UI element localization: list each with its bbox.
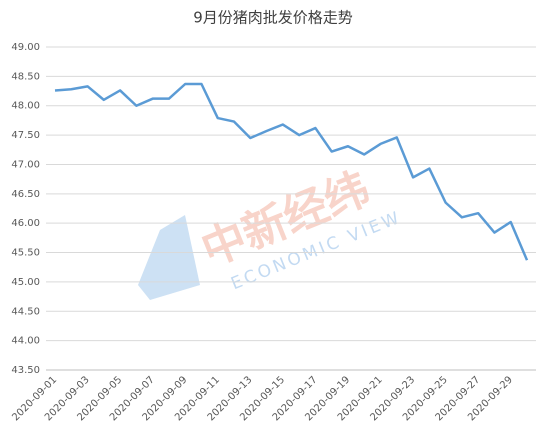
y-tick-label: 43.50 bbox=[11, 365, 40, 376]
line bbox=[54, 82, 529, 261]
y-tick-label: 45.00 bbox=[11, 277, 40, 288]
y-tick-label: 45.50 bbox=[11, 248, 40, 259]
y-tick-label: 47.50 bbox=[11, 130, 40, 141]
y-tick-label: 44.50 bbox=[11, 306, 40, 317]
y-tick-label: 48.50 bbox=[11, 71, 40, 82]
chart-title: 9月份猪肉批发价格走势 bbox=[193, 9, 353, 27]
y-tick-label: 48.00 bbox=[11, 101, 40, 112]
y-tick-label: 46.00 bbox=[11, 218, 40, 229]
y-tick-label: 47.00 bbox=[11, 159, 40, 170]
watermark: 中新经纬 ECONOMIC VIEW bbox=[138, 163, 405, 300]
watermark-logo bbox=[138, 215, 200, 300]
y-tick-label: 49.00 bbox=[11, 42, 40, 53]
y-tick-label: 44.00 bbox=[11, 336, 40, 347]
y-tick-label: 46.50 bbox=[11, 189, 40, 200]
